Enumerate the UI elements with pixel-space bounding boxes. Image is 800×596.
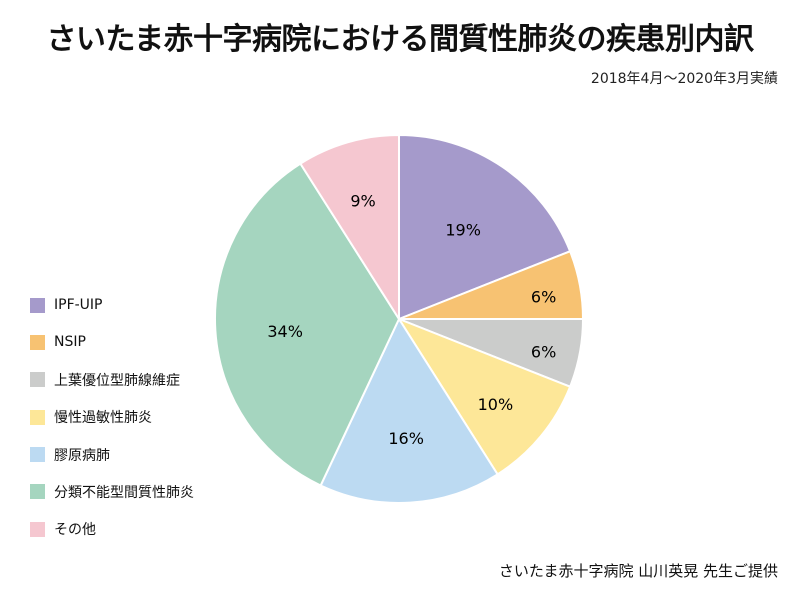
legend-swatch-icon [30,372,45,388]
legend-item: NSIP [30,331,194,353]
credit-note: さいたま赤十字病院 山川英晃 先生ご提供 [498,562,778,580]
pie-slice [396,316,572,476]
legend-item: その他 [30,518,194,540]
chart-subtitle: 2018年4月～2020年3月実績 [590,71,778,87]
pie-slice [299,133,400,323]
legend-swatch-icon [30,447,45,463]
legend-label: NSIP [54,334,86,351]
legend-label: IPF-UIP [54,297,103,313]
legend-label: 慢性過敏性肺炎 [54,410,152,427]
slice-label: 9% [350,191,375,210]
legend-swatch-icon [30,521,45,537]
legend-label: 分類不能型間質性肺炎 [54,484,194,501]
legend-item: 上葉優位型肺線維症 [30,369,194,391]
slice-label: 6% [531,343,556,362]
legend-label: 膠原病肺 [54,447,110,464]
slice-label: 19% [445,221,481,240]
legend-swatch-icon [30,484,45,500]
pie-slice [398,133,572,321]
pie-slice [214,162,401,487]
slice-label: 6% [531,287,556,306]
legend-label: 上葉優位型肺線維症 [54,372,180,389]
legend-item: 慢性過敏性肺炎 [30,406,194,428]
legend-swatch-icon [30,409,45,425]
legend-item: 分類不能型間質性肺炎 [30,481,194,503]
slice-label: 10% [478,395,514,414]
slice-label: 16% [388,429,424,448]
legend: IPF-UIP NSIP 上葉優位型肺線維症 慢性過敏性肺炎 膠原病肺分類不能型間質性肺… [30,294,194,556]
pie-slice [319,316,499,504]
legend-swatch-icon [30,297,45,313]
legend-item: 膠原病肺 [30,444,194,466]
legend-swatch-icon [30,334,45,350]
chart-title: さいたま赤十字病院における間質性肺炎の疾患別内訳 [46,22,754,57]
legend-item: IPF-UIP [30,294,194,316]
slice-label: 34% [267,322,303,341]
legend-label: その他 [54,522,96,539]
